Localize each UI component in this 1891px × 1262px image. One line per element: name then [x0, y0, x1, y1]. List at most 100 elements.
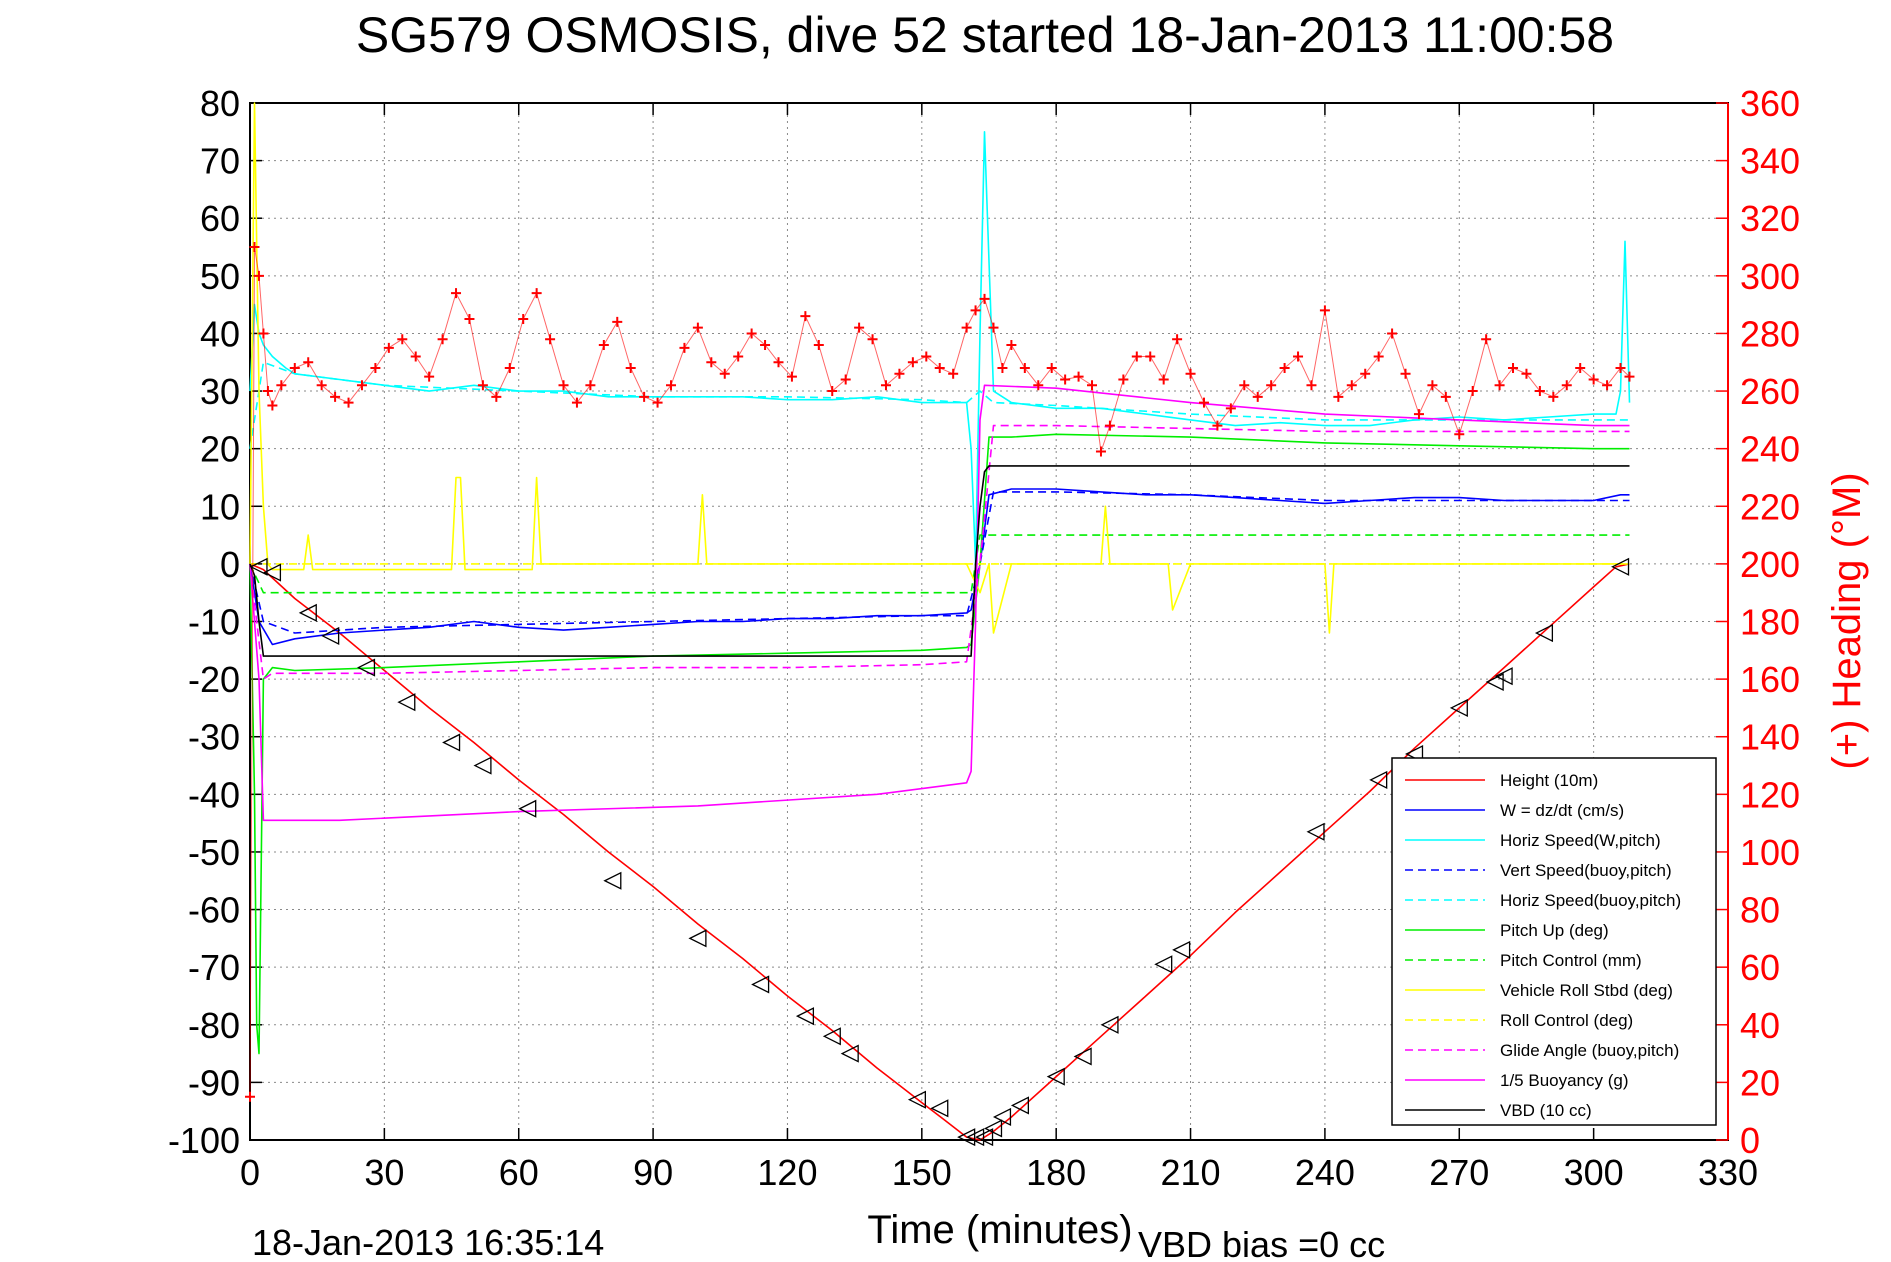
marker-layer: [249, 557, 1630, 1147]
heading-point: [612, 316, 623, 327]
heading-point: [1413, 409, 1424, 420]
y2-tick-label: 280: [1740, 313, 1800, 354]
dive-marker: [1611, 557, 1630, 576]
x-tick-label: 60: [499, 1152, 539, 1193]
heading-point: [1427, 380, 1438, 391]
heading-point: [997, 363, 1008, 374]
dive-marker: [473, 756, 492, 775]
y-tick-label: -80: [188, 1005, 240, 1046]
dive-marker: [1172, 940, 1191, 959]
dive-marker: [795, 1007, 815, 1026]
y2-tick-label: 320: [1740, 198, 1800, 239]
y2-axis-label: (+) Heading (°M): [1825, 472, 1869, 769]
legend-label: Height (10m): [1500, 771, 1598, 790]
heading-point: [1046, 363, 1057, 374]
dive-marker: [1449, 698, 1468, 717]
heading-point: [1118, 374, 1129, 385]
y-tick-label: -30: [188, 717, 240, 758]
series-line-4: [249, 491, 1630, 634]
heading-point: [1306, 380, 1317, 391]
heading-point: [464, 314, 475, 325]
heading-point: [773, 357, 784, 368]
y-tick-label: -90: [188, 1062, 240, 1103]
heading-layer: [245, 242, 1635, 1102]
heading-point: [253, 270, 264, 281]
heading-point: [518, 314, 529, 325]
y2-tick-label: 160: [1740, 659, 1800, 700]
dive-marker: [518, 799, 537, 818]
heading-point: [1346, 380, 1357, 391]
heading-point: [1521, 368, 1532, 379]
heading-point: [531, 288, 542, 299]
heading-point: [1266, 380, 1277, 391]
heading-point: [1400, 368, 1411, 379]
legend-label: Vert Speed(buoy,pitch): [1500, 861, 1672, 880]
y-tick-label: 20: [200, 429, 240, 470]
legend-label: 1/5 Buoyancy (g): [1500, 1071, 1629, 1090]
y2-tick-label: 300: [1740, 256, 1800, 297]
chart-title: SG579 OSMOSIS, dive 52 started 18-Jan-20…: [356, 7, 1614, 63]
y2-tick-label: 220: [1740, 486, 1800, 527]
heading-point: [1006, 339, 1017, 350]
heading-point: [383, 342, 394, 353]
x-tick-label: 180: [1026, 1152, 1086, 1193]
heading-point: [1198, 397, 1209, 408]
heading-point: [477, 380, 488, 391]
heading-point: [979, 293, 990, 304]
legend-label: VBD (10 cc): [1500, 1101, 1592, 1120]
y-tick-label: 30: [200, 371, 240, 412]
heading-point: [1588, 374, 1599, 385]
heading-point: [451, 288, 462, 299]
heading-point: [760, 339, 771, 350]
x-tick-label: 150: [892, 1152, 952, 1193]
y-tick-label: -40: [188, 774, 240, 815]
y-tick-label: 50: [200, 256, 240, 297]
heading-point: [786, 371, 797, 382]
heading-trace: [249, 246, 1630, 1097]
heading-point: [1602, 380, 1613, 391]
heading-point: [598, 339, 609, 350]
heading-point: [1095, 446, 1106, 457]
heading-point: [1073, 371, 1084, 382]
y2-tick-label: 360: [1740, 83, 1800, 124]
x-tick-label: 30: [364, 1152, 404, 1193]
series-line-11: [249, 384, 1630, 822]
heading-point: [1225, 403, 1236, 414]
x-tick-label: 90: [633, 1152, 673, 1193]
dive-marker: [1154, 955, 1173, 974]
y-axis-left-ticks: 80 70 60 50 40 30 20 10 0 -10 -20 -30 -40 -50 -60 -70 -8…: [168, 83, 240, 1161]
dive-marker: [298, 603, 317, 622]
heading-point: [1467, 386, 1478, 397]
heading-point: [1373, 351, 1384, 362]
legend-label: Roll Control (deg): [1500, 1011, 1633, 1030]
heading-point: [1104, 420, 1115, 431]
heading-point: [1172, 334, 1183, 345]
dive-marker: [1100, 1015, 1119, 1034]
y2-tick-label: 120: [1740, 774, 1800, 815]
heading-point: [545, 334, 556, 345]
dive-marker: [603, 871, 622, 890]
dive-marker: [1010, 1096, 1029, 1115]
legend: Height (10m) W = dz/dt (cm/s) Horiz Speed(…: [1391, 757, 1717, 1126]
x-tick-label: 0: [240, 1152, 260, 1193]
y-tick-label: -10: [188, 602, 240, 643]
legend-items: Height (10m) W = dz/dt (cm/s) Horiz Speed(…: [1405, 771, 1681, 1120]
heading-point: [719, 368, 730, 379]
x-tick-label: 240: [1295, 1152, 1355, 1193]
heading-point: [934, 363, 945, 374]
heading-point: [813, 339, 824, 350]
heading-point: [840, 374, 851, 385]
heading-point: [1387, 328, 1398, 339]
heading-point: [370, 363, 381, 374]
y-tick-label: 10: [200, 486, 240, 527]
y2-tick-label: 60: [1740, 947, 1780, 988]
heading-point: [1019, 363, 1030, 374]
heading-point: [800, 311, 811, 322]
heading-point: [1279, 363, 1290, 374]
series-line-5: [249, 361, 1630, 449]
dive-marker: [840, 1044, 859, 1063]
heading-point: [1319, 305, 1330, 316]
heading-point: [1087, 380, 1098, 391]
dive-marker: [321, 626, 340, 645]
